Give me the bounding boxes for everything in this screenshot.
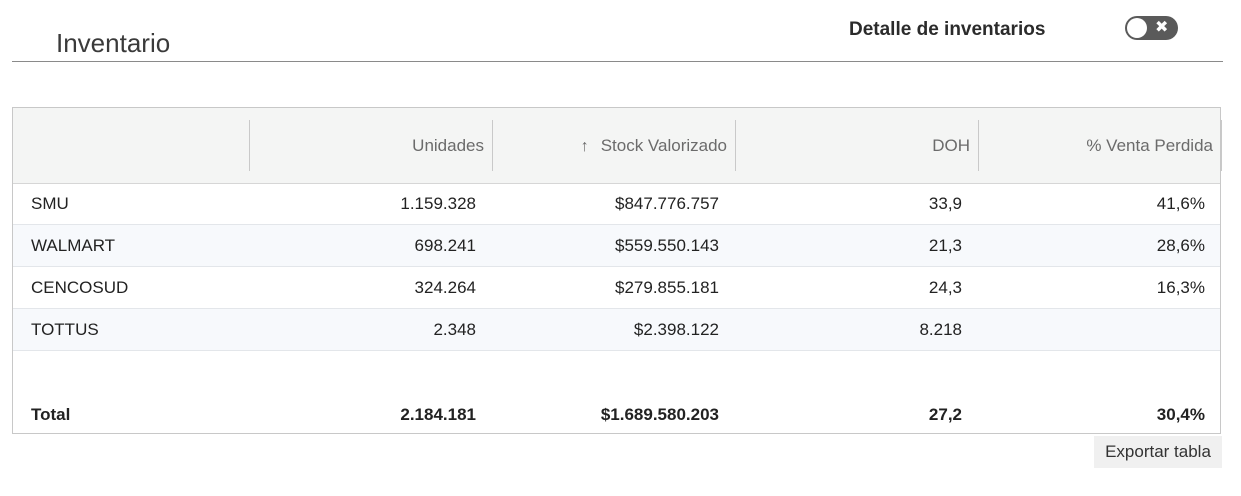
cell-unidades: 2.348: [433, 320, 476, 339]
cell-retailer: CENCOSUD: [31, 278, 129, 297]
cell-stock: $559.550.143: [615, 236, 719, 255]
table-row: TOTTUS 2.348 $2.398.122 8.218: [13, 309, 1220, 351]
cell-stock: $2.398.122: [633, 320, 719, 339]
total-unidades: 2.184.181: [400, 405, 476, 424]
column-separator: [1221, 120, 1222, 171]
cell-unidades: 698.241: [414, 236, 476, 255]
column-separator: [978, 120, 979, 171]
column-separator: [735, 120, 736, 171]
column-header-name[interactable]: [13, 108, 249, 183]
total-doh: 27,2: [928, 405, 962, 424]
detail-toggle-label: Detalle de inventarios: [849, 19, 1046, 40]
export-table-button[interactable]: Exportar tabla: [1094, 436, 1222, 468]
table-row: WALMART 698.241 $559.550.143 21,3 28,6%: [13, 225, 1220, 267]
table-row: CENCOSUD 324.264 $279.855.181 24,3 16,3%: [13, 267, 1220, 309]
column-header-venta-perdida[interactable]: % Venta Perdida: [1086, 136, 1213, 155]
cell-unidades: 1.159.328: [400, 194, 476, 213]
cell-stock: $279.855.181: [615, 278, 719, 297]
column-header-stock-valorizado[interactable]: ↑ Stock Valorizado: [493, 108, 727, 183]
cell-venta-perdida: [979, 309, 1205, 351]
cell-stock: $847.776.757: [615, 194, 719, 213]
column-header-unidades[interactable]: Unidades: [412, 136, 484, 155]
cell-venta-perdida: 16,3%: [1156, 278, 1205, 297]
page-title: Inventario: [56, 28, 171, 58]
total-row: Total 2.184.181 $1.689.580.203 27,2 30,4…: [13, 394, 1220, 436]
table-row: SMU 1.159.328 $847.776.757 33,9 41,6%: [13, 183, 1220, 225]
table-header: Unidades ↑ Stock Valorizado DOH % Venta P…: [13, 108, 1222, 184]
total-stock: $1.689.580.203: [600, 405, 719, 424]
cell-doh: 8.218: [919, 320, 962, 339]
header-divider: [12, 61, 1223, 62]
column-header-label: Stock Valorizado: [600, 136, 727, 155]
cell-retailer: WALMART: [31, 236, 116, 255]
cell-doh: 21,3: [928, 236, 962, 255]
cell-venta-perdida: 41,6%: [1156, 194, 1205, 213]
cell-doh: 33,9: [928, 194, 962, 213]
sort-ascending-icon: ↑: [580, 138, 589, 155]
cell-venta-perdida: 28,6%: [1156, 236, 1205, 255]
toggle-knob: [1127, 18, 1147, 38]
close-icon: ✖: [1155, 19, 1169, 36]
column-separator: [249, 120, 250, 171]
cell-retailer: TOTTUS: [31, 320, 99, 339]
detail-toggle[interactable]: ✖: [1125, 16, 1178, 40]
total-label: Total: [31, 405, 71, 424]
inventory-table: Unidades ↑ Stock Valorizado DOH % Venta P…: [12, 107, 1222, 436]
column-header-doh[interactable]: DOH: [932, 136, 970, 155]
cell-unidades: 324.264: [414, 278, 476, 297]
cell-retailer: SMU: [31, 194, 69, 213]
column-separator: [492, 120, 493, 171]
cell-doh: 24,3: [928, 278, 962, 297]
total-venta-perdida: 30,4%: [1156, 405, 1205, 424]
